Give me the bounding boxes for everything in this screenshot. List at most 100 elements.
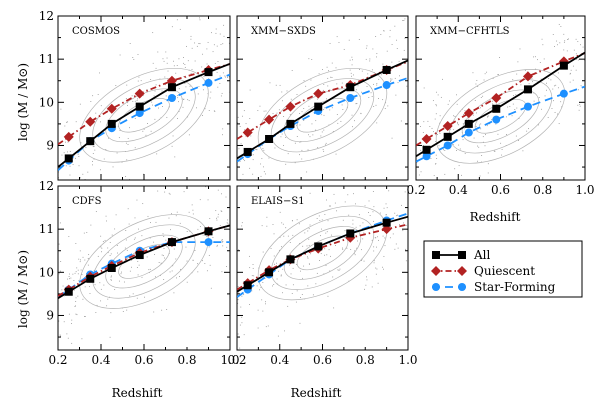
x-tick-label: 0.6: [313, 353, 332, 367]
point-all: [204, 68, 213, 77]
panel-frame: [236, 15, 409, 181]
y-tick-label: 12: [39, 179, 54, 193]
x-tick-label: 0.4: [270, 353, 289, 367]
series-line-quiescent: [237, 60, 408, 140]
point-all: [265, 135, 274, 143]
density-contours: [79, 67, 209, 163]
legend: All Quiescent Star-Forming: [423, 240, 583, 298]
panel-3: 0.2 0.4 0.6 0.8 1.0 XMM−CFHTLS: [406, 15, 595, 197]
x-tick-label: 0.2: [48, 353, 67, 367]
series-line-quiescent: [58, 63, 230, 146]
point-all: [464, 119, 473, 128]
x-axis-title-panel-5: Redshift: [291, 386, 342, 400]
point-all: [492, 104, 501, 113]
point-all: [204, 227, 213, 236]
density-contours: [79, 214, 209, 309]
panels: 9 10 11 12 COSMOS XMM−SXDS 0.2 0.4 0.6 0.8 1.0 XMM−…: [39, 9, 595, 367]
panel-title: XMM−SXDS: [251, 26, 316, 37]
point-quiescent: [106, 103, 117, 114]
point-all: [265, 268, 274, 277]
panel-1: 9 10 11 12 COSMOS: [39, 9, 231, 181]
x-tick-label: 0.4: [449, 183, 468, 197]
series-line-star-forming: [58, 241, 230, 298]
y-tick-label: 11: [39, 52, 54, 66]
point-star-forming: [382, 81, 391, 90]
point-all: [422, 145, 431, 154]
point-quiescent: [313, 88, 324, 99]
series-line-quiescent: [416, 52, 585, 147]
legend-label: Quiescent: [474, 264, 535, 278]
point-all: [64, 287, 73, 296]
panel-title: ELAIS−S1: [251, 196, 305, 207]
x-tick-label: 1.0: [398, 353, 417, 367]
point-all: [286, 255, 295, 264]
point-quiescent: [134, 88, 145, 99]
point-all: [167, 238, 176, 247]
density-contours: [257, 67, 388, 163]
point-all: [314, 242, 323, 251]
point-star-forming: [492, 115, 501, 124]
x-tick-label: 1.0: [575, 183, 594, 197]
point-all: [243, 281, 252, 290]
point-all: [523, 85, 532, 94]
y-tick-label: 10: [39, 265, 54, 279]
legend-marker: [458, 283, 466, 291]
point-all: [107, 119, 116, 128]
y-tick-label: 10: [39, 95, 54, 109]
x-tick-label: 0.6: [134, 353, 153, 367]
panel-frame: [57, 15, 231, 181]
point-quiescent: [421, 134, 432, 144]
series-line-all: [58, 224, 230, 299]
point-all: [346, 83, 355, 92]
point-star-forming: [422, 152, 431, 161]
legend-marker: [457, 266, 467, 276]
x-tick-label: 0.2: [406, 183, 425, 197]
point-all: [86, 137, 95, 146]
x-tick-label: 0.8: [533, 183, 552, 197]
panel-title: XMM−CFHTLS: [430, 26, 510, 37]
x-tick-label: 0.8: [356, 353, 375, 367]
point-quiescent: [491, 93, 502, 103]
x-tick-label: 1.0: [220, 353, 239, 367]
panel-frame: [236, 185, 409, 351]
point-star-forming: [443, 141, 452, 150]
y-axis-title-top: log (M / M⊙): [16, 63, 30, 141]
series-line-all: [416, 51, 585, 158]
point-quiescent: [63, 131, 74, 142]
panel-5: 0.2 0.4 0.6 0.8 1.0 ELAIS−S1: [227, 185, 418, 367]
legend-label: Star-Forming: [474, 280, 556, 294]
point-all: [64, 154, 73, 163]
x-tick-label: 0.6: [491, 183, 510, 197]
point-quiescent: [522, 71, 533, 82]
point-star-forming: [559, 89, 568, 98]
series-line-star-forming: [237, 77, 408, 163]
point-all: [107, 264, 116, 272]
point-quiescent: [264, 114, 275, 125]
panel-title: COSMOS: [72, 26, 120, 37]
point-all: [135, 251, 144, 260]
point-all: [346, 229, 355, 238]
point-all: [167, 83, 176, 92]
panel-2: XMM−SXDS: [236, 15, 409, 181]
legend-marker: [431, 266, 441, 276]
point-all: [135, 102, 144, 111]
point-quiescent: [442, 121, 453, 132]
point-quiescent: [85, 116, 96, 127]
y-axis-title-bottom: log (M / M⊙): [16, 250, 30, 328]
y-tick-label: 9: [46, 308, 54, 322]
x-axis-title-panel-3: Redshift: [470, 210, 521, 224]
point-all: [314, 102, 323, 111]
point-star-forming: [464, 128, 473, 137]
legend-marker: [432, 251, 440, 259]
point-quiescent: [463, 108, 474, 119]
legend-marker: [432, 283, 440, 291]
panel-4: 9 10 11 12 0.2 0.4 0.6 0.8 1.0 CDFS: [39, 179, 240, 367]
point-quiescent: [242, 127, 253, 138]
background-scatter: [237, 190, 407, 349]
x-tick-label: 0.4: [91, 353, 110, 367]
panel-title: CDFS: [72, 196, 102, 207]
point-star-forming: [346, 94, 355, 102]
point-all: [382, 65, 391, 74]
point-all: [443, 132, 452, 141]
